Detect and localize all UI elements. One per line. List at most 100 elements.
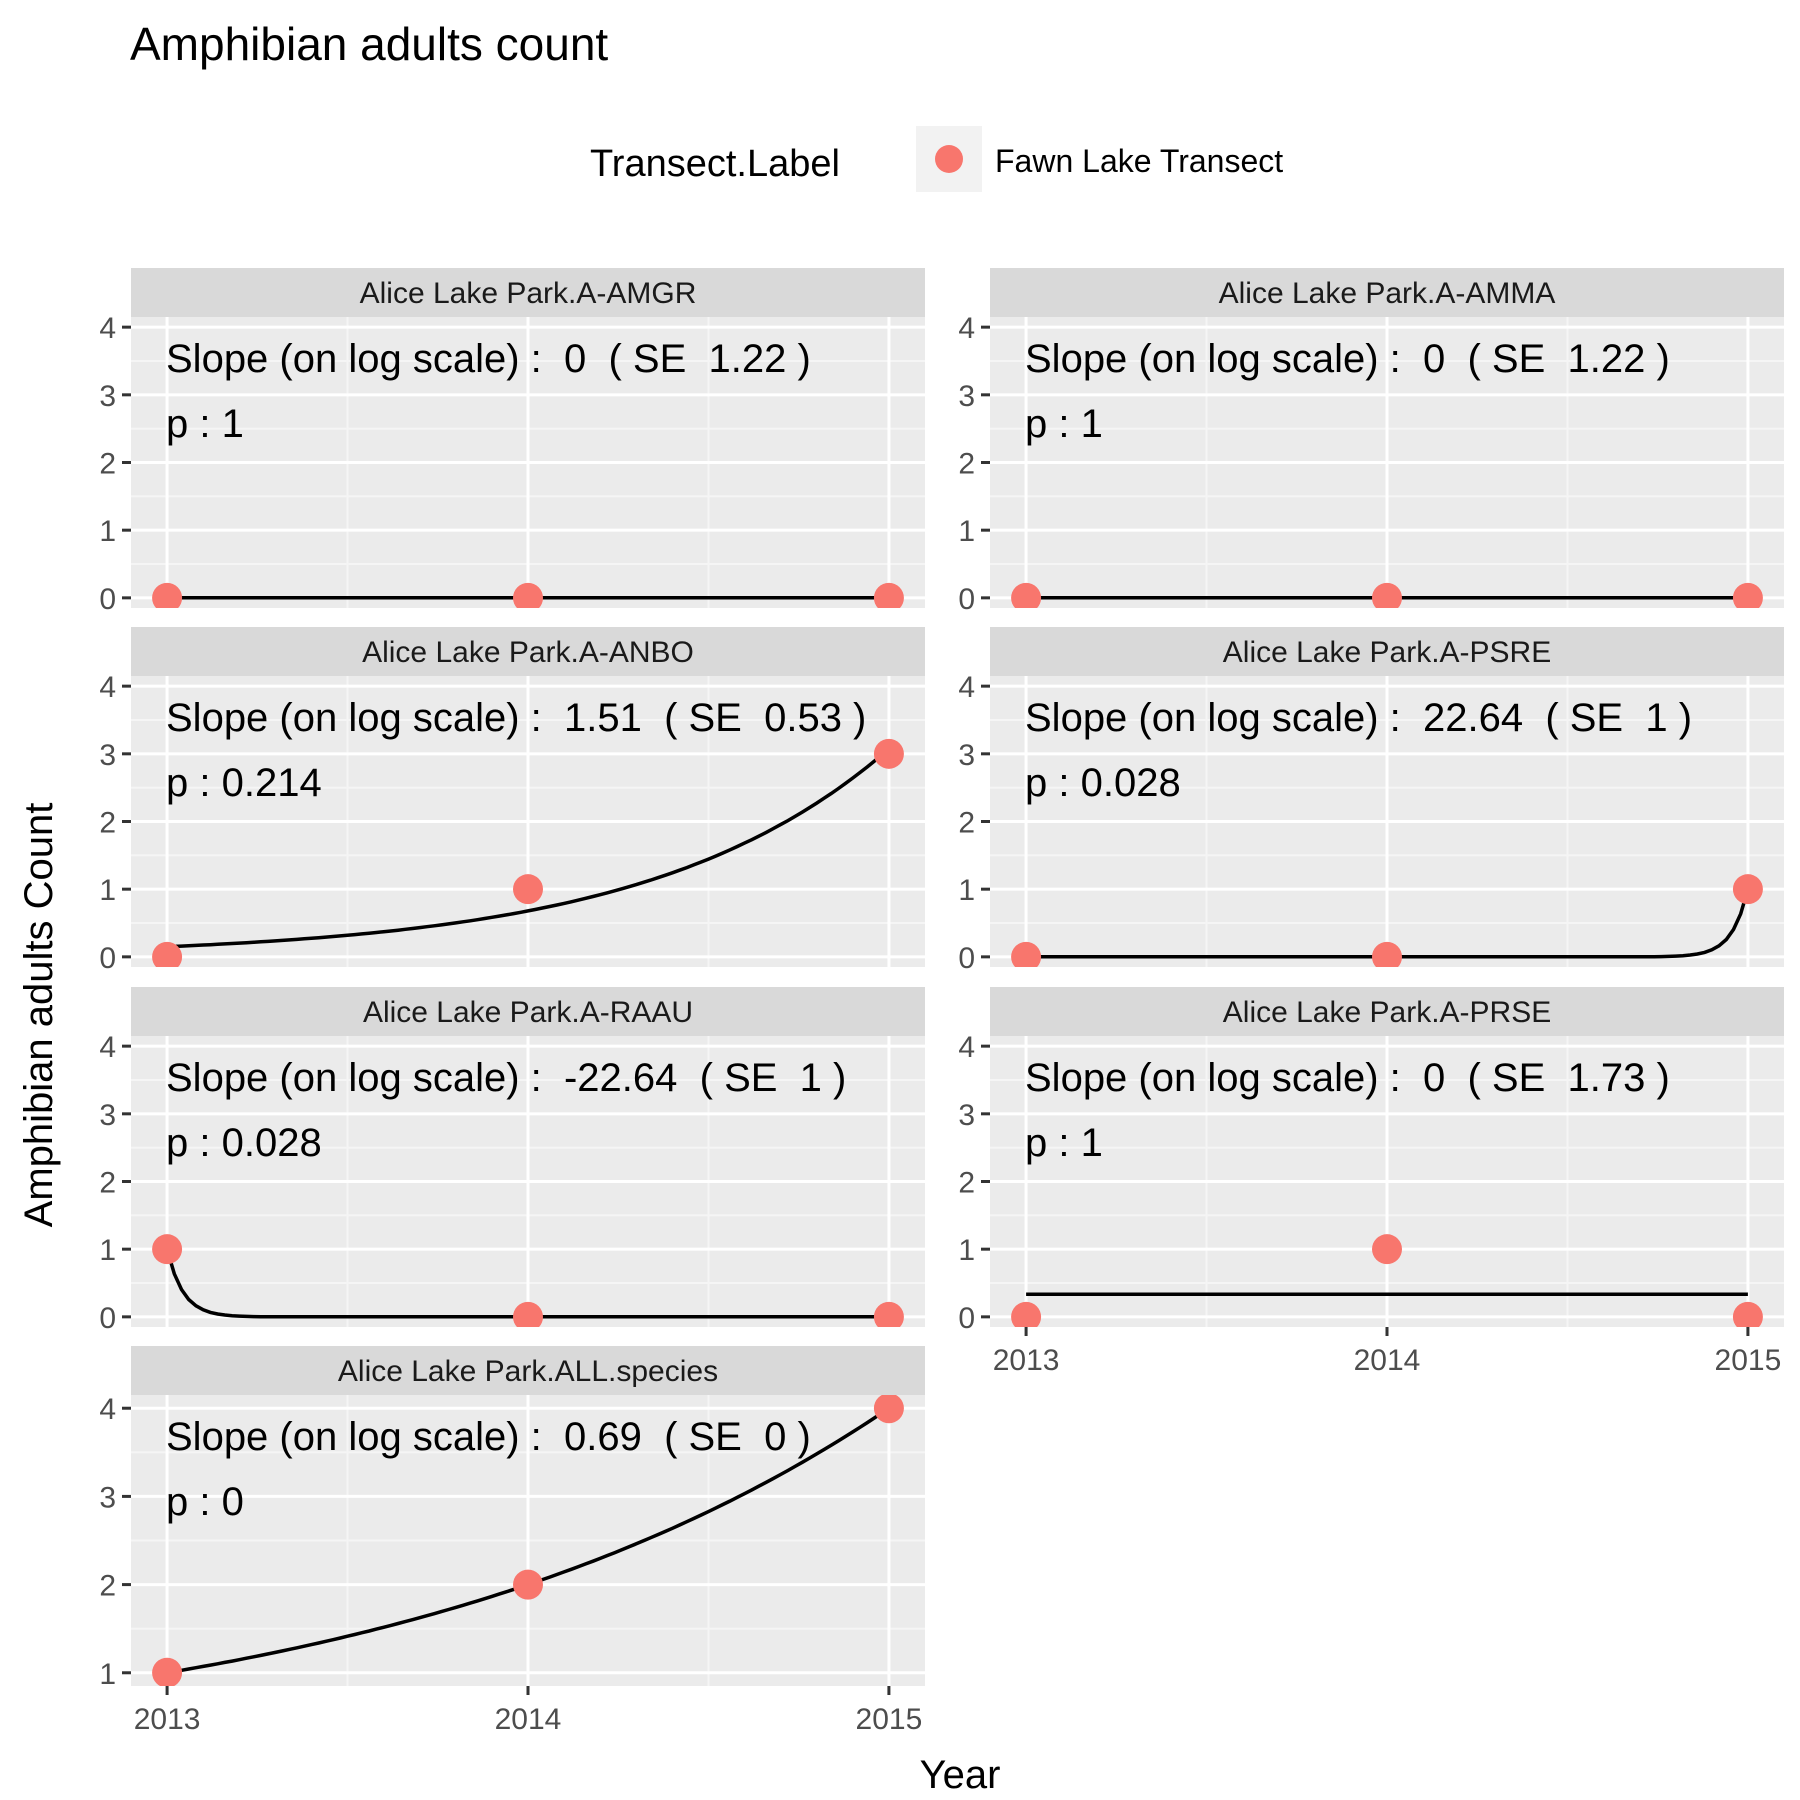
panels: Alice Lake Park.A-AMGR Slope (on log scal… (99, 268, 1784, 1736)
legend-title: Transect.Label (590, 143, 840, 185)
panel-strip-label: Alice Lake Park.ALL.species (338, 1355, 718, 1388)
data-point (1732, 1301, 1763, 1327)
data-point (873, 582, 904, 608)
panel-strip-label: Alice Lake Park.A-ANBO (362, 636, 694, 669)
p-value-annotation: p : 0.214 (166, 761, 322, 805)
y-tick-label: 1 (958, 874, 975, 907)
y-tick-label: 0 (958, 1302, 975, 1335)
x-tick-label: 2013 (134, 1703, 201, 1736)
data-point (513, 1301, 543, 1327)
slope-annotation: Slope (on log scale) : 0 ( SE 1.22 ) (166, 337, 811, 381)
panel-content: Slope (on log scale) : 0 ( SE 1.22 ) p : … (131, 317, 925, 608)
p-value-annotation: p : 0.028 (166, 1121, 322, 1165)
legend-key-point (935, 145, 963, 173)
data-point (1732, 874, 1763, 905)
panel-strip (131, 627, 925, 676)
p-value-annotation: p : 0 (166, 1480, 244, 1524)
y-tick-label: 2 (958, 807, 975, 840)
data-point (152, 941, 183, 967)
y-tick-label: 0 (958, 583, 975, 616)
y-tick-label: 0 (958, 942, 975, 975)
slope-annotation: Slope (on log scale) : 0 ( SE 1.22 ) (1025, 337, 1670, 381)
panel-strip (131, 268, 925, 317)
y-tick-label: 0 (99, 583, 116, 616)
panel-strip (131, 1346, 925, 1395)
panel: Alice Lake Park.A-ANBO Slope (on log scal… (99, 627, 925, 975)
data-point (513, 874, 543, 905)
data-point (1011, 582, 1042, 608)
x-tick-label: 2014 (1354, 1344, 1421, 1377)
slope-annotation: Slope (on log scale) : -22.64 ( SE 1 ) (166, 1056, 846, 1100)
y-tick-label: 2 (958, 448, 975, 481)
y-tick-label: 2 (99, 448, 116, 481)
y-tick-label: 1 (99, 1234, 116, 1267)
data-point (1372, 941, 1402, 967)
x-axis-label: Year (920, 1753, 1001, 1797)
y-tick-label: 0 (99, 1302, 116, 1335)
panel-strip-label: Alice Lake Park.A-RAAU (363, 996, 693, 1029)
data-point (1011, 1301, 1042, 1327)
y-tick-label: 3 (99, 1099, 116, 1132)
y-tick-label: 2 (99, 807, 116, 840)
panel: Alice Lake Park.A-PRSE Slope (on log scal… (958, 987, 1784, 1377)
y-tick-label: 4 (99, 312, 116, 345)
y-tick-label: 4 (958, 1031, 975, 1064)
p-value-annotation: p : 0.028 (1025, 761, 1181, 805)
data-point (152, 1234, 183, 1265)
y-tick-label: 3 (958, 380, 975, 413)
data-point (513, 1569, 543, 1600)
panel-content: Slope (on log scale) : 0.69 ( SE 0 ) p : … (131, 1395, 925, 1686)
panel: Alice Lake Park.A-AMGR Slope (on log scal… (99, 268, 925, 616)
panel-content: Slope (on log scale) : 22.64 ( SE 1 ) p :… (990, 676, 1784, 967)
slope-annotation: Slope (on log scale) : 1.51 ( SE 0.53 ) (166, 696, 866, 740)
y-tick-label: 3 (958, 739, 975, 772)
panel-content: Slope (on log scale) : 0 ( SE 1.22 ) p : … (990, 317, 1784, 608)
panel-content: Slope (on log scale) : 0 ( SE 1.73 ) p : … (990, 1036, 1784, 1327)
y-tick-label: 1 (99, 874, 116, 907)
data-point (1011, 941, 1042, 967)
data-point (152, 1657, 183, 1686)
x-tick-label: 2014 (495, 1703, 562, 1736)
y-tick-label: 4 (99, 1393, 116, 1426)
y-tick-label: 3 (99, 380, 116, 413)
x-tick-label: 2015 (856, 1703, 923, 1736)
y-tick-label: 2 (958, 1167, 975, 1200)
y-tick-label: 1 (958, 515, 975, 548)
p-value-annotation: p : 1 (1025, 402, 1103, 446)
p-value-annotation: p : 1 (166, 402, 244, 446)
y-tick-label: 1 (99, 515, 116, 548)
y-tick-label: 4 (99, 1031, 116, 1064)
y-tick-label: 2 (99, 1570, 116, 1603)
chart-title: Amphibian adults count (130, 18, 608, 70)
data-point (873, 1395, 904, 1424)
legend-entry: Fawn Lake Transect (995, 143, 1283, 179)
data-point (873, 738, 904, 769)
y-tick-label: 1 (958, 1234, 975, 1267)
panel-strip-label: Alice Lake Park.A-PSRE (1223, 636, 1551, 669)
legend: Transect.Label Fawn Lake Transect (590, 126, 1283, 192)
panel-strip (131, 987, 925, 1036)
data-point (1372, 582, 1402, 608)
data-point (152, 582, 183, 608)
fit-line (167, 747, 891, 949)
panel: Alice Lake Park.A-RAAU Slope (on log scal… (99, 987, 925, 1335)
slope-annotation: Slope (on log scale) : 0.69 ( SE 0 ) (166, 1415, 811, 1459)
y-tick-label: 3 (958, 1099, 975, 1132)
panel-content: Slope (on log scale) : -22.64 ( SE 1 ) p … (131, 1036, 925, 1327)
panel-strip-label: Alice Lake Park.A-AMGR (360, 277, 697, 310)
y-tick-label: 4 (958, 312, 975, 345)
panel-strip (990, 627, 1784, 676)
slope-annotation: Slope (on log scale) : 0 ( SE 1.73 ) (1025, 1056, 1670, 1100)
panel: Alice Lake Park.A-PSRE Slope (on log scal… (958, 627, 1784, 975)
x-tick-label: 2015 (1715, 1344, 1782, 1377)
panel-strip (990, 987, 1784, 1036)
data-point (513, 582, 543, 608)
panel-strip-label: Alice Lake Park.A-PRSE (1223, 996, 1551, 1029)
data-point (873, 1301, 904, 1327)
y-tick-label: 4 (958, 671, 975, 704)
panel: Alice Lake Park.A-AMMA Slope (on log scal… (958, 268, 1784, 616)
data-point (1732, 582, 1763, 608)
panel: Alice Lake Park.ALL.species Slope (on log… (99, 1346, 925, 1736)
panel-strip (990, 268, 1784, 317)
